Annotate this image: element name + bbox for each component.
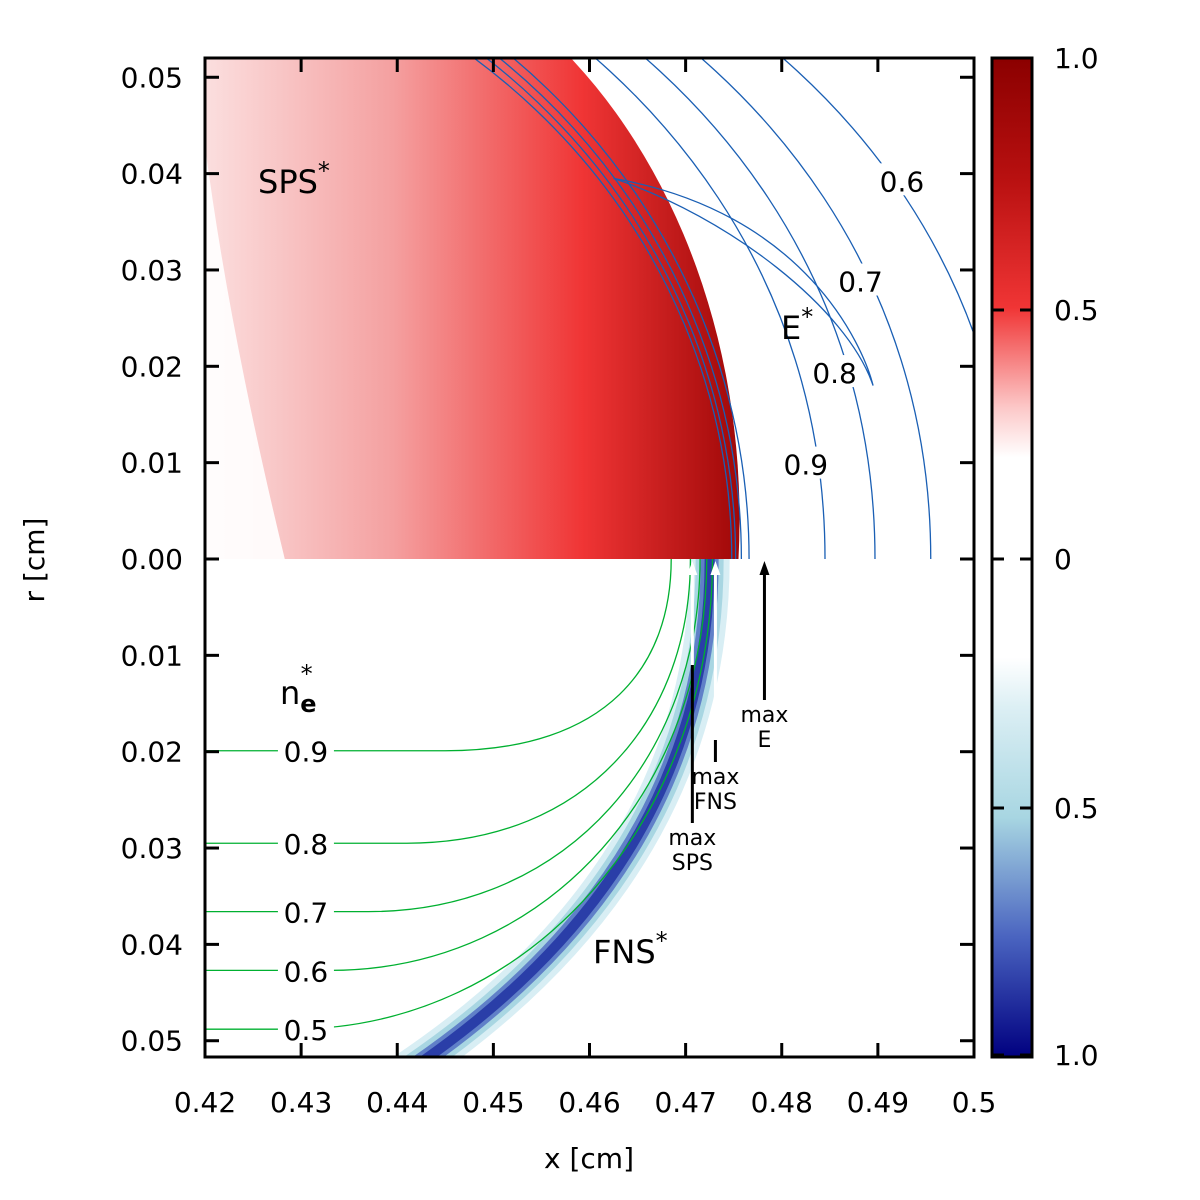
y-tick-label: 0.03 [121, 832, 183, 865]
e-contour-label: 0.8 [812, 357, 857, 390]
y-axis-label: r [cm] [18, 518, 51, 603]
y-tick-label: 0.00 [121, 543, 183, 576]
e-contour-label-bg [838, 263, 883, 296]
e-contour [781, 58, 974, 336]
ne-contour-label: 0.7 [284, 897, 329, 930]
e-contour [594, 58, 826, 559]
fns-band-3 [419, 559, 715, 1057]
x-tick-label: 0.44 [366, 1086, 428, 1119]
sps-fade [205, 144, 285, 559]
marker-label-line1: max [668, 826, 716, 851]
y-tick-label: 0.05 [121, 61, 183, 94]
axis-ticks: 0.42 0.43 0.44 0.45 0.46 0.47 0.48 0.49 0.5 0.00 0… [121, 58, 997, 1119]
ne-contour-label: 0.9 [284, 736, 329, 769]
y-tick-label: 0.02 [121, 350, 183, 383]
colorbar-tick-label: 0 [1054, 543, 1072, 576]
colorbar-tick-label: 0.5 [1054, 792, 1099, 825]
ne-contour-label: 0.6 [284, 955, 329, 988]
e-contour-label-bg [783, 446, 828, 479]
x-tick-label: 0.49 [847, 1086, 909, 1119]
e-contour-inner [512, 58, 750, 559]
marker-arrow-head [759, 561, 770, 575]
marker-label-line2: E [757, 728, 771, 753]
ne-contour [205, 559, 672, 752]
e-contour [644, 58, 876, 559]
ne-contour-label-bg [277, 1012, 334, 1045]
e-contour-label: 0.6 [880, 165, 925, 198]
y-tick-label: 0.04 [121, 928, 183, 961]
y-tick-label: 0.02 [121, 736, 183, 769]
marker-label-line2: SPS [672, 851, 713, 876]
ne-label: ne* [280, 660, 317, 718]
e-label: E* [781, 303, 813, 347]
e-contour-loop [613, 177, 874, 386]
contour-layer: 0.9 0.8 0.7 0.6 0.9 0.8 0.7 0.6 0.5 [205, 58, 974, 1047]
e-contour-label-bg [812, 355, 857, 388]
colorbar-tick-label: 1.0 [1054, 1039, 1099, 1072]
ne-contour-label: 0.5 [284, 1014, 329, 1047]
x-tick-label: 0.43 [270, 1086, 332, 1119]
marker-label-line1: max [691, 765, 739, 790]
x-tick-label: 0.42 [174, 1086, 236, 1119]
y-tick-label: 0.03 [121, 254, 183, 287]
sps-heatmap [205, 58, 740, 559]
ne-contour [205, 559, 708, 972]
ne-contour-label-bg [277, 894, 334, 927]
colorbar-tick-label: 0.5 [1054, 294, 1099, 327]
x-tick-label: 0.46 [558, 1086, 620, 1119]
sps-label: SPS* [258, 157, 330, 201]
ne-contour [205, 559, 714, 1030]
marker-arrow-head [687, 561, 698, 575]
e-contour-inner [498, 58, 743, 559]
e-contour-inner [472, 58, 733, 559]
marker-arrow-head [710, 561, 721, 575]
x-tick-label: 0.45 [462, 1086, 524, 1119]
ne-contour-label-bg [277, 953, 334, 986]
x-axis-label: x [cm] [544, 1142, 634, 1175]
marker-label-line1: max [740, 703, 788, 728]
e-contour-inner [485, 58, 737, 559]
fns-label: FNS* [593, 927, 668, 971]
fns-heatmap [393, 559, 730, 1057]
e-contour [700, 58, 932, 559]
x-tick-label: 0.48 [751, 1086, 813, 1119]
e-contour-label-bg [879, 163, 924, 196]
x-tick-label: 0.47 [654, 1086, 716, 1119]
marker-label-line2: FNS [694, 790, 737, 815]
e-contour-label: 0.9 [784, 449, 829, 482]
e-contour-label: 0.7 [838, 266, 883, 299]
x-tick-label: 0.5 [952, 1086, 997, 1119]
colorbar-ticks: 1.0 0.5 0 0.5 1.0 [992, 42, 1099, 1072]
sps-fill [205, 58, 740, 559]
ne-contour-label: 0.8 [284, 828, 329, 861]
y-tick-label: 0.04 [121, 158, 183, 191]
ne-contour-label-bg [277, 826, 334, 859]
heatmap-layer [205, 58, 740, 1057]
colorbar-tick-label: 1.0 [1054, 42, 1099, 75]
y-tick-label: 0.05 [121, 1025, 183, 1058]
e-contours [472, 58, 974, 559]
ne-contour-label-bg [277, 733, 334, 766]
y-tick-label: 0.01 [121, 447, 183, 480]
y-tick-label: 0.01 [121, 639, 183, 672]
ne-contour [205, 559, 692, 844]
